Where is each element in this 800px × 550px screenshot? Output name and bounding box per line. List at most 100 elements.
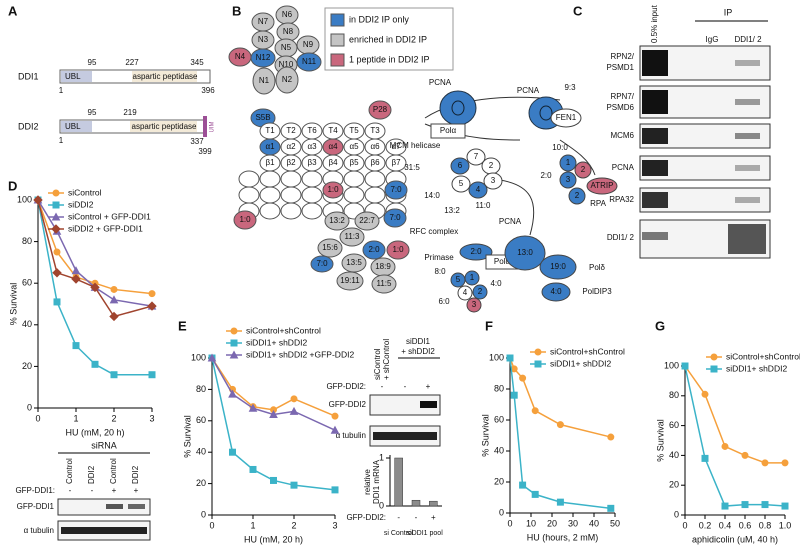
subunit-label: 19:11 [340, 276, 360, 285]
protein-label: 13:0 [517, 248, 533, 257]
y-tick-label: 40 [22, 319, 32, 329]
annotation: RPA [590, 199, 607, 208]
subunit [354, 211, 380, 231]
sign: + [431, 513, 436, 522]
y-tick-label: 80 [196, 384, 206, 394]
protein-node [504, 235, 546, 271]
protein-node [568, 187, 586, 205]
x-tick-label: 40 [589, 518, 599, 528]
marker [72, 342, 80, 350]
annotation: 4:0 [490, 279, 502, 288]
sign: + [112, 486, 117, 495]
subunit-label: N2 [282, 75, 293, 84]
protein-label: 2:0 [470, 247, 482, 256]
subunit [322, 154, 344, 172]
domain-label: UIM [210, 122, 216, 133]
annotation: 31:5 [404, 163, 420, 172]
protein-label: 6 [458, 161, 463, 170]
annotation: 10:0 [552, 143, 568, 152]
marker [33, 195, 43, 205]
subunit [280, 154, 302, 172]
legend-box [324, 7, 454, 71]
y-tick-label: 40 [494, 445, 504, 455]
column-label: Control [109, 458, 118, 484]
subunit-label: 2:0 [368, 245, 380, 254]
annotation: RFC complex [410, 227, 458, 236]
subunit-label: 13:2 [329, 216, 345, 225]
band [735, 133, 760, 139]
subunit-label: β1 [265, 158, 275, 167]
bar [411, 499, 421, 507]
column-label: siControl [373, 348, 382, 380]
subunit [238, 186, 260, 204]
marker [289, 406, 299, 415]
column-label: DDI2 [87, 465, 96, 484]
subunit [280, 170, 302, 188]
position: 1 [59, 86, 64, 95]
subunit [280, 202, 302, 220]
legend-text: siDDI2 [68, 199, 94, 209]
marker [781, 502, 789, 510]
protein-node [559, 171, 577, 189]
marker [721, 442, 729, 450]
subunit-label: N10 [279, 60, 294, 69]
legend-text: siControl+shControl [246, 325, 321, 335]
protein-label: Polα [440, 126, 457, 135]
subunit-label: α7 [391, 142, 401, 151]
band [642, 192, 668, 208]
subunit [317, 238, 343, 258]
series-line [211, 357, 336, 491]
band [61, 527, 147, 534]
subunit-label: 1:0 [239, 215, 251, 224]
column-label: siDDI1 [406, 337, 431, 346]
subunit [343, 154, 365, 172]
subunit-label: β5 [349, 158, 359, 167]
peptidase-domain [132, 71, 197, 82]
legend-text: enriched in DDI2 IP [349, 34, 427, 44]
x-axis-label: HU (mM, 20 h) [65, 427, 124, 437]
y-tick-label: 40 [196, 447, 206, 457]
marker [147, 301, 157, 311]
band [735, 197, 760, 203]
row-label: DDI1/ 2 [607, 233, 635, 242]
subunit-label: N11 [302, 57, 317, 66]
subunit [250, 48, 276, 68]
protein-node [451, 175, 471, 193]
series-line [684, 365, 785, 464]
x-axis-label: HU (hours, 2 mM) [527, 532, 599, 542]
legend-text: siDDI1+ shDDI2 +GFP-DDI2 [246, 349, 354, 359]
row-label: GFP-DDI2: [326, 382, 366, 391]
marker [510, 391, 518, 399]
subunit [371, 274, 397, 294]
subunit-label: N4 [235, 52, 246, 61]
subunit [259, 202, 281, 220]
position: 227 [125, 58, 139, 67]
position: 95 [88, 58, 97, 67]
subunit [343, 186, 365, 204]
annotation: 6:0 [438, 297, 450, 306]
subunit-label: 7:0 [390, 185, 402, 194]
column-label: 0.5% input [650, 4, 659, 43]
subunit-label: β4 [328, 158, 338, 167]
subunit [238, 170, 260, 188]
annotation: 9:3 [564, 83, 576, 92]
x-tick-label: 0.2 [699, 520, 712, 530]
x-tick-label: 30 [568, 518, 578, 528]
subunit-label: 18:9 [375, 262, 391, 271]
marker [607, 504, 615, 512]
band [642, 128, 668, 144]
subunit [252, 67, 276, 95]
subunit-label: N6 [282, 10, 293, 19]
row-label: MCM6 [610, 131, 634, 140]
legend-text: in DDI2 IP only [349, 14, 409, 24]
band [373, 432, 437, 440]
band [735, 165, 760, 171]
subunit-label: α3 [307, 142, 317, 151]
uim-domain [203, 116, 207, 137]
subunit-label: α4 [328, 142, 338, 151]
protein-label: 2 [478, 287, 483, 296]
western-blot-c: IP 0.5% input IgG DDI1/ 2 RPN2/ PSMD1 RP… [606, 4, 771, 259]
blot [57, 498, 151, 516]
protein-node [466, 297, 482, 313]
marker [681, 362, 689, 370]
